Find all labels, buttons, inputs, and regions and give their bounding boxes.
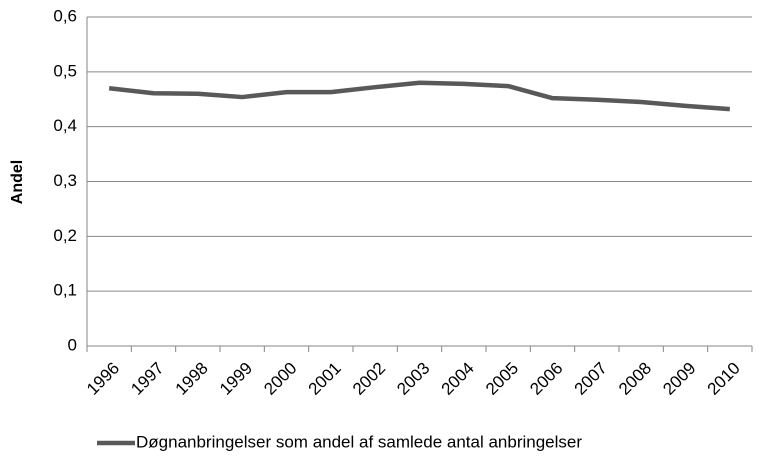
x-tick-label: 2010 — [704, 359, 744, 399]
x-tick-label: 1998 — [172, 359, 212, 399]
x-tick-label: 2005 — [482, 359, 522, 399]
y-tick-label: 0,2 — [53, 226, 77, 245]
x-tick-label: 2001 — [305, 359, 345, 399]
data-line — [108, 80, 730, 112]
x-tick-label: 2004 — [438, 359, 478, 399]
x-tick-label: 2009 — [659, 359, 699, 399]
x-tick-label: 2003 — [393, 359, 433, 399]
x-tick-label: 2002 — [349, 359, 389, 399]
x-tick-label: 1997 — [127, 359, 167, 399]
y-tick-label: 0,4 — [53, 116, 77, 135]
y-axis-label: Andel — [9, 160, 26, 204]
y-tick-label: 0,1 — [53, 281, 77, 300]
x-tick-label: 2006 — [526, 359, 566, 399]
x-tick-label: 1996 — [83, 359, 123, 399]
y-tick-label: 0 — [68, 335, 77, 354]
x-tick-label: 1999 — [216, 359, 256, 399]
x-tick-label: 2007 — [571, 359, 611, 399]
y-tick-label: 0,5 — [53, 61, 77, 80]
y-tick-label: 0,3 — [53, 171, 77, 190]
x-tick-label: 2008 — [615, 359, 655, 399]
y-tick-label: 0,6 — [53, 6, 77, 25]
legend-label: Døgnanbringelser som andel af samlede an… — [136, 432, 582, 451]
x-tick-label: 2000 — [260, 359, 300, 399]
